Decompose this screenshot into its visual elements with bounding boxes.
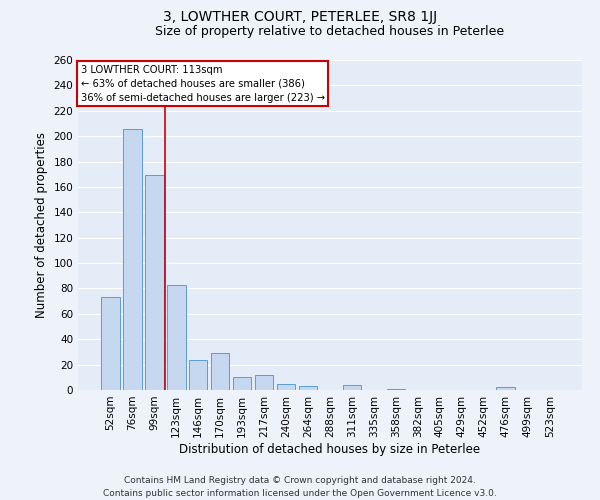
Bar (255, 375, 274, 390)
Bar (496, 388, 515, 390)
Y-axis label: Number of detached properties: Number of detached properties (35, 132, 48, 318)
Bar (386, 388, 405, 390)
Bar (211, 353, 229, 390)
Text: 3, LOWTHER COURT, PETERLEE, SR8 1JJ: 3, LOWTHER COURT, PETERLEE, SR8 1JJ (163, 10, 437, 24)
Bar (145, 176, 164, 390)
Bar (277, 384, 295, 390)
Bar (123, 128, 142, 390)
Text: Contains HM Land Registry data © Crown copyright and database right 2024.
Contai: Contains HM Land Registry data © Crown c… (103, 476, 497, 498)
X-axis label: Distribution of detached houses by size in Peterlee: Distribution of detached houses by size … (179, 442, 481, 456)
Bar (189, 360, 208, 390)
Text: 3 LOWTHER COURT: 113sqm
← 63% of detached houses are smaller (386)
36% of semi-d: 3 LOWTHER COURT: 113sqm ← 63% of detache… (80, 65, 325, 103)
Bar (167, 284, 185, 390)
Bar (343, 385, 361, 390)
Bar (101, 298, 119, 390)
Bar (299, 386, 317, 390)
Bar (233, 378, 251, 390)
Title: Size of property relative to detached houses in Peterlee: Size of property relative to detached ho… (155, 25, 505, 38)
